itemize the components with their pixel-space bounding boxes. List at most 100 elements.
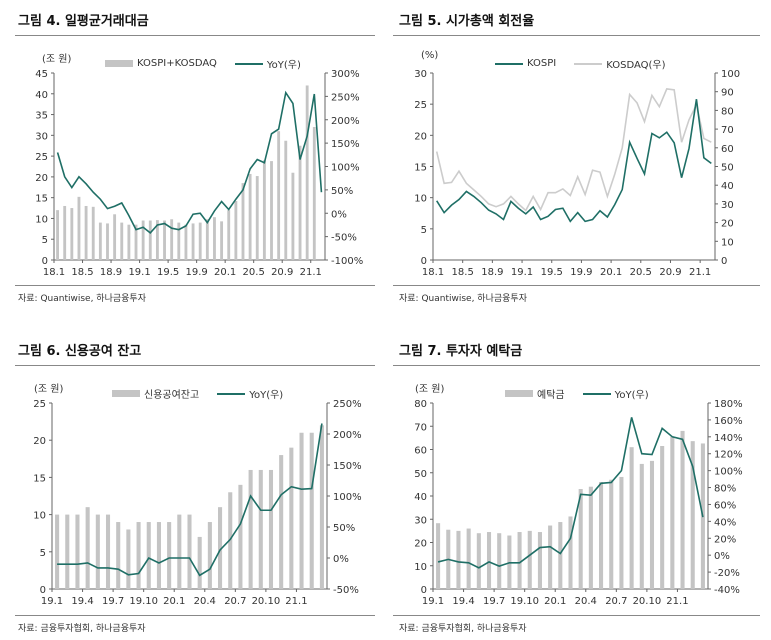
series-line — [436, 99, 712, 223]
y2-tick-label: 20% — [714, 534, 736, 545]
x-tick-label: 20.10 — [633, 596, 662, 607]
y-tick-label: 25 — [414, 100, 427, 111]
bar — [55, 514, 60, 589]
bar — [639, 463, 644, 589]
bar — [629, 447, 634, 589]
bar — [116, 522, 121, 589]
bar — [248, 469, 253, 589]
y2-tick-label: 20 — [721, 219, 734, 230]
y2-tick-label: 0% — [714, 551, 730, 562]
y-tick-label: 15 — [35, 194, 48, 205]
left-axis-unit: (%) — [421, 50, 439, 61]
x-tick-label: 18.1 — [43, 267, 65, 278]
legend-label: KOSPI+KOSDAQ — [137, 58, 217, 69]
legend-label: 예탁금 — [537, 390, 565, 401]
legend-label: 신용공여잔고 — [144, 390, 200, 401]
divider — [15, 285, 375, 286]
bar — [84, 205, 88, 260]
bar — [609, 479, 614, 589]
bar — [65, 514, 70, 589]
bar — [262, 160, 266, 260]
x-tick-label: 18.9 — [481, 267, 503, 278]
divider — [15, 35, 375, 36]
x-tick-label: 19.1 — [41, 596, 63, 607]
bar — [476, 533, 481, 589]
y2-tick-label: 80 — [721, 106, 734, 117]
x-tick-label: 19.4 — [452, 596, 474, 607]
y-tick-label: 15 — [33, 473, 46, 484]
x-tick-label: 19.5 — [157, 267, 179, 278]
legend-label: KOSPI — [527, 58, 557, 69]
chart-panel-turnover-ratio: 그림 5. 시가총액 회전율 (%) KOSPI KOSDAQ(우) 자료: Q… — [385, 0, 770, 320]
legend-bar-swatch — [505, 390, 533, 397]
x-tick-label: 21.1 — [300, 267, 322, 278]
x-tick-label: 21.1 — [689, 267, 711, 278]
bar — [309, 432, 314, 589]
y2-tick-label: 140% — [714, 433, 743, 444]
divider — [15, 365, 375, 366]
series-line — [56, 90, 323, 234]
x-tick-label: 20.1 — [600, 267, 622, 278]
bar — [163, 220, 166, 260]
bar — [170, 219, 174, 260]
bar — [436, 523, 441, 589]
y-tick-label: 70 — [414, 422, 427, 433]
legend-line-swatch — [582, 392, 611, 395]
bar — [517, 532, 522, 589]
bar — [85, 507, 90, 589]
legend-bar-swatch — [105, 60, 133, 67]
bar — [156, 522, 161, 589]
y-tick-label: 80 — [414, 399, 427, 410]
x-tick-label: 19.4 — [71, 596, 93, 607]
bar — [497, 533, 502, 589]
bar — [136, 522, 141, 589]
chart-title: 그림 4. 일평균거래대금 — [18, 14, 149, 29]
y2-tick-label: 100% — [714, 467, 743, 478]
bar — [95, 514, 100, 589]
y2-tick-label: 0 — [721, 256, 727, 267]
x-tick-label: 19.5 — [541, 267, 563, 278]
x-tick-label: 20.7 — [224, 596, 246, 607]
y2-tick-label: 200% — [331, 116, 360, 127]
divider — [15, 615, 375, 616]
x-tick-label: 20.1 — [163, 596, 185, 607]
x-tick-label: 19.10 — [510, 596, 539, 607]
x-tick-label: 20.9 — [659, 267, 681, 278]
x-tick-label: 21.1 — [285, 596, 307, 607]
bar — [207, 522, 212, 589]
y-tick-label: 45 — [35, 69, 48, 80]
bar — [141, 220, 145, 260]
bar — [268, 469, 274, 589]
x-tick-label: 20.5 — [630, 267, 652, 278]
bar — [680, 430, 685, 589]
legend-label: KOSDAQ(우) — [606, 60, 666, 71]
legend: 예탁금 YoY(우) — [505, 386, 649, 401]
y-tick-label: 0 — [421, 256, 427, 267]
bar — [70, 208, 74, 260]
x-tick-label: 20.1 — [544, 596, 566, 607]
y-tick-label: 20 — [33, 436, 46, 447]
y2-tick-label: 180% — [714, 399, 743, 410]
bar — [126, 529, 131, 589]
bar — [187, 514, 192, 589]
y-tick-label: 20 — [414, 539, 427, 550]
chart-panel-investor-deposits: 그림 7. 투자자 예탁금 (조 원) 예탁금 YoY(우) 자료: 금융투자협… — [385, 330, 770, 640]
x-tick-label: 21.1 — [666, 596, 688, 607]
y-tick-label: 10 — [414, 562, 427, 573]
bar — [205, 219, 209, 260]
y2-tick-label: -50% — [331, 233, 357, 244]
y-tick-label: 0 — [42, 256, 48, 267]
x-tick-label: 19.1 — [128, 267, 150, 278]
bar — [466, 528, 471, 589]
divider — [393, 285, 760, 286]
y-tick-label: 35 — [35, 111, 48, 122]
y2-tick-label: -20% — [714, 568, 740, 579]
bar — [649, 460, 655, 589]
y-tick-label: 10 — [414, 194, 427, 205]
y-tick-label: 0 — [40, 585, 46, 596]
x-tick-label: 19.9 — [570, 267, 592, 278]
y2-tick-label: 80% — [714, 484, 736, 495]
x-tick-label: 20.4 — [194, 596, 216, 607]
x-tick-label: 19.1 — [511, 267, 533, 278]
bar — [98, 222, 102, 260]
